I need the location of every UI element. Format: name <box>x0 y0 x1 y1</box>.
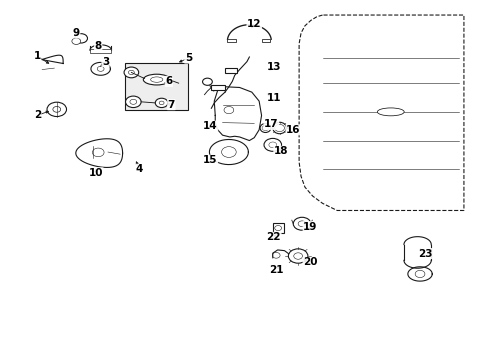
Text: 8: 8 <box>94 41 102 50</box>
Ellipse shape <box>272 122 286 134</box>
Text: 15: 15 <box>203 155 217 165</box>
Text: 3: 3 <box>102 57 109 67</box>
Circle shape <box>72 38 81 44</box>
Text: 19: 19 <box>303 222 317 231</box>
Text: 6: 6 <box>165 76 172 86</box>
Text: 13: 13 <box>266 62 281 72</box>
Ellipse shape <box>260 123 270 132</box>
Circle shape <box>155 98 167 108</box>
Circle shape <box>75 34 87 43</box>
Text: 23: 23 <box>417 248 431 258</box>
Polygon shape <box>41 55 63 63</box>
Circle shape <box>288 249 307 263</box>
Circle shape <box>293 217 310 230</box>
Bar <box>211 85 224 90</box>
Bar <box>272 224 283 233</box>
Text: 11: 11 <box>266 93 281 103</box>
Polygon shape <box>91 62 110 75</box>
Circle shape <box>125 96 141 108</box>
Circle shape <box>264 138 281 151</box>
Text: 20: 20 <box>303 257 317 267</box>
Text: 5: 5 <box>184 53 192 63</box>
Text: 21: 21 <box>268 265 283 275</box>
Polygon shape <box>209 139 248 165</box>
Text: 2: 2 <box>34 111 41 121</box>
Text: 4: 4 <box>136 164 143 174</box>
Text: 10: 10 <box>88 168 103 178</box>
Circle shape <box>47 102 66 117</box>
Bar <box>227 39 236 42</box>
Text: 1: 1 <box>34 51 41 61</box>
Ellipse shape <box>377 108 404 116</box>
FancyBboxPatch shape <box>125 63 188 110</box>
Text: 16: 16 <box>285 125 300 135</box>
Bar <box>90 49 111 53</box>
Text: 12: 12 <box>246 19 261 29</box>
Bar <box>261 39 270 42</box>
Text: 17: 17 <box>264 120 278 129</box>
Polygon shape <box>76 139 122 167</box>
Ellipse shape <box>143 74 170 85</box>
Bar <box>224 68 237 73</box>
Text: 22: 22 <box>266 232 281 242</box>
Text: 18: 18 <box>273 146 288 156</box>
Circle shape <box>124 67 139 78</box>
Polygon shape <box>214 87 261 140</box>
Text: 14: 14 <box>203 121 217 131</box>
Text: 9: 9 <box>73 28 80 38</box>
Text: 7: 7 <box>167 100 175 110</box>
Circle shape <box>202 78 212 85</box>
